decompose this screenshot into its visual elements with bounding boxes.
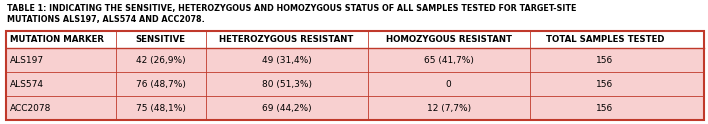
Text: TABLE 1: INDICATING THE SENSITIVE, HETEROZYGOUS AND HOMOZYGOUS STATUS OF ALL SAM: TABLE 1: INDICATING THE SENSITIVE, HETER… <box>7 4 576 24</box>
Text: 65 (41,7%): 65 (41,7%) <box>424 56 474 65</box>
Text: 42 (26,9%): 42 (26,9%) <box>136 56 185 65</box>
Text: 69 (44,2%): 69 (44,2%) <box>262 104 312 113</box>
Text: 80 (51,3%): 80 (51,3%) <box>261 80 312 89</box>
Text: ACC2078: ACC2078 <box>10 104 51 113</box>
Bar <box>6 72 704 96</box>
Bar <box>6 48 704 72</box>
Text: 156: 156 <box>596 104 614 113</box>
Bar <box>6 31 704 48</box>
Text: TOTAL SAMPLES TESTED: TOTAL SAMPLES TESTED <box>546 35 664 44</box>
Text: 156: 156 <box>596 80 614 89</box>
Text: 12 (7,7%): 12 (7,7%) <box>427 104 471 113</box>
Text: SENSITIVE: SENSITIVE <box>136 35 185 44</box>
Text: 156: 156 <box>596 56 614 65</box>
Text: 76 (48,7%): 76 (48,7%) <box>136 80 185 89</box>
Text: 49 (31,4%): 49 (31,4%) <box>262 56 312 65</box>
Bar <box>6 96 704 120</box>
Text: MUTATION MARKER: MUTATION MARKER <box>10 35 104 44</box>
Text: HOMOZYGOUS RESISTANT: HOMOZYGOUS RESISTANT <box>386 35 512 44</box>
Text: ALS574: ALS574 <box>10 80 44 89</box>
Text: ALS197: ALS197 <box>10 56 44 65</box>
Bar <box>6 31 704 120</box>
Text: 0: 0 <box>446 80 452 89</box>
Text: 75 (48,1%): 75 (48,1%) <box>136 104 185 113</box>
Text: HETEROZYGOUS RESISTANT: HETEROZYGOUS RESISTANT <box>219 35 354 44</box>
